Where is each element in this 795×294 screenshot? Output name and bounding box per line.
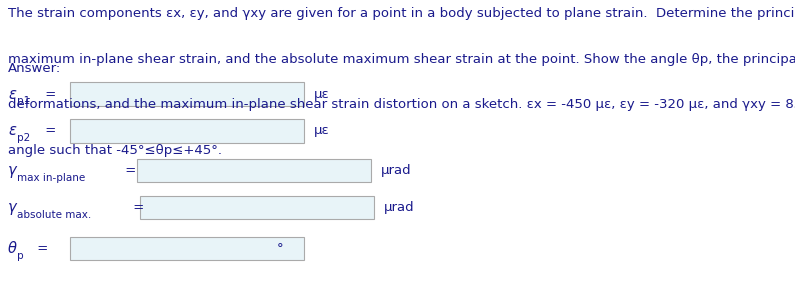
Text: ε: ε — [8, 123, 16, 138]
Text: maximum in-plane shear strain, and the absolute maximum shear strain at the poin: maximum in-plane shear strain, and the a… — [8, 53, 795, 66]
Text: θ: θ — [8, 241, 17, 256]
FancyBboxPatch shape — [70, 119, 304, 143]
Text: Answer:: Answer: — [8, 62, 61, 75]
Text: angle such that -45°≤θp≤+45°.: angle such that -45°≤θp≤+45°. — [8, 144, 222, 157]
Text: p1: p1 — [17, 96, 31, 106]
Text: p2: p2 — [17, 133, 31, 143]
Text: γ: γ — [8, 200, 17, 215]
Text: The strain components εx, εy, and γxy are given for a point in a body subjected : The strain components εx, εy, and γxy ar… — [8, 7, 795, 20]
Text: =: = — [129, 201, 144, 214]
FancyBboxPatch shape — [137, 159, 371, 182]
Text: absolute max.: absolute max. — [17, 210, 91, 220]
FancyBboxPatch shape — [70, 82, 304, 106]
Text: ε: ε — [8, 86, 16, 102]
Text: μrad: μrad — [381, 164, 412, 177]
Text: =: = — [41, 88, 56, 101]
Text: =: = — [33, 242, 48, 255]
FancyBboxPatch shape — [70, 237, 304, 260]
Text: γ: γ — [8, 163, 17, 178]
Text: μrad: μrad — [384, 201, 415, 214]
Text: =: = — [121, 164, 136, 177]
FancyBboxPatch shape — [140, 196, 374, 219]
Text: με: με — [314, 88, 330, 101]
Text: deformations, and the maximum in-plane shear strain distortion on a sketch. εx =: deformations, and the maximum in-plane s… — [8, 98, 795, 111]
Text: max in-plane: max in-plane — [17, 173, 86, 183]
Text: =: = — [41, 124, 56, 137]
Text: με: με — [314, 124, 330, 137]
Text: p: p — [17, 251, 24, 261]
Text: °: ° — [277, 242, 283, 255]
